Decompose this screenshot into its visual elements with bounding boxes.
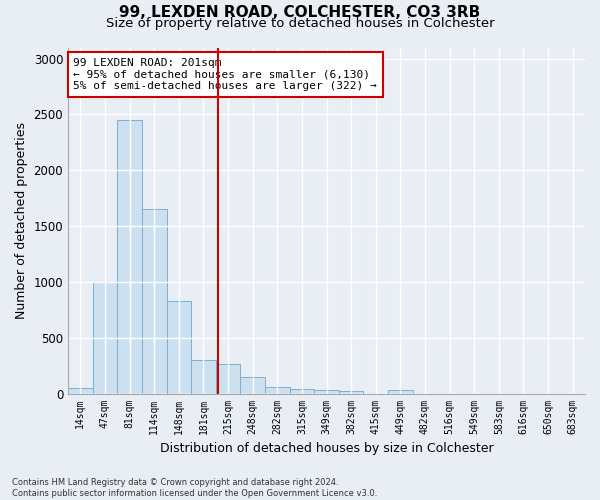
Text: 99 LEXDEN ROAD: 201sqm
← 95% of detached houses are smaller (6,130)
5% of semi-d: 99 LEXDEN ROAD: 201sqm ← 95% of detached… xyxy=(73,58,377,91)
Bar xyxy=(142,210,167,394)
Text: 99, LEXDEN ROAD, COLCHESTER, CO3 3RB: 99, LEXDEN ROAD, COLCHESTER, CO3 3RB xyxy=(119,5,481,20)
Bar xyxy=(167,301,191,394)
Bar xyxy=(314,390,339,394)
Bar xyxy=(92,282,117,394)
Bar xyxy=(339,392,364,394)
X-axis label: Distribution of detached houses by size in Colchester: Distribution of detached houses by size … xyxy=(160,442,493,455)
Bar xyxy=(191,360,216,394)
Bar xyxy=(117,120,142,394)
Bar xyxy=(216,364,241,394)
Bar xyxy=(241,378,265,394)
Bar xyxy=(68,388,92,394)
Bar xyxy=(388,390,413,394)
Text: Contains HM Land Registry data © Crown copyright and database right 2024.
Contai: Contains HM Land Registry data © Crown c… xyxy=(12,478,377,498)
Text: Size of property relative to detached houses in Colchester: Size of property relative to detached ho… xyxy=(106,18,494,30)
Bar xyxy=(290,389,314,394)
Y-axis label: Number of detached properties: Number of detached properties xyxy=(15,122,28,319)
Bar xyxy=(265,388,290,394)
